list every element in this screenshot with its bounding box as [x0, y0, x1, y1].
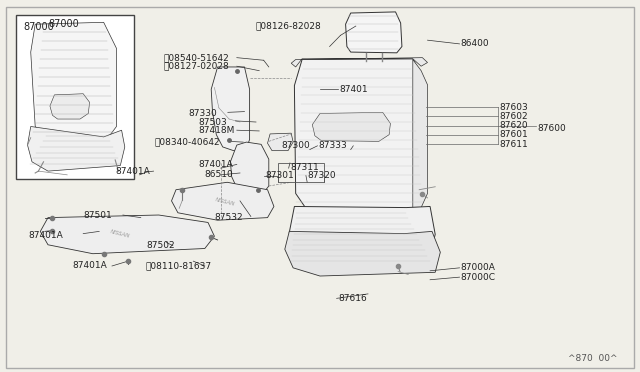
Bar: [278, 163, 324, 182]
Text: 87000: 87000: [48, 19, 79, 29]
Text: 87603: 87603: [499, 103, 528, 112]
Text: 87601: 87601: [499, 130, 528, 139]
Text: 87503: 87503: [198, 118, 227, 126]
Text: 87301: 87301: [266, 171, 294, 180]
Text: 87333: 87333: [319, 141, 348, 150]
Text: 87616: 87616: [338, 294, 367, 303]
Text: Ⓢ08540-51642: Ⓢ08540-51642: [163, 53, 229, 62]
Polygon shape: [289, 206, 435, 269]
Text: 87620: 87620: [499, 121, 528, 130]
Text: 87300: 87300: [282, 141, 310, 150]
Polygon shape: [50, 94, 90, 119]
Text: 87532: 87532: [214, 213, 243, 222]
Polygon shape: [291, 58, 428, 67]
Text: NISSAN: NISSAN: [110, 229, 131, 238]
Polygon shape: [211, 67, 250, 151]
Polygon shape: [312, 112, 390, 141]
Text: NISSAN: NISSAN: [215, 198, 236, 207]
Text: ^870  00^: ^870 00^: [568, 354, 618, 363]
Text: 86400: 86400: [461, 39, 490, 48]
Polygon shape: [172, 182, 274, 220]
Bar: [16, 15, 134, 179]
Text: 87600: 87600: [538, 124, 566, 133]
Text: Ⓑ08110-81637: Ⓑ08110-81637: [146, 262, 212, 270]
Text: 87401A: 87401A: [72, 262, 107, 270]
Text: 87602: 87602: [499, 112, 528, 121]
Text: Ⓢ08340-40642: Ⓢ08340-40642: [155, 138, 221, 147]
Polygon shape: [40, 215, 214, 254]
Text: 87611: 87611: [499, 140, 528, 149]
Polygon shape: [346, 12, 402, 53]
Text: 87502: 87502: [146, 241, 175, 250]
Text: 87330: 87330: [189, 109, 218, 118]
Text: 87401A: 87401A: [29, 231, 63, 240]
Text: 87418M: 87418M: [198, 126, 235, 135]
Text: 87401A: 87401A: [115, 167, 150, 176]
Text: 87311: 87311: [290, 163, 319, 172]
Text: 87401A: 87401A: [198, 160, 233, 169]
Text: 87000C: 87000C: [461, 273, 496, 282]
Text: Ⓑ08127-02028: Ⓑ08127-02028: [163, 62, 229, 71]
Text: 87320: 87320: [307, 171, 336, 180]
Polygon shape: [413, 60, 428, 208]
Polygon shape: [28, 126, 125, 171]
Text: 87501: 87501: [83, 211, 112, 220]
Polygon shape: [294, 59, 426, 209]
Polygon shape: [285, 231, 440, 276]
Text: 87000A: 87000A: [461, 263, 495, 272]
Text: Ⓑ08126-82028: Ⓑ08126-82028: [256, 22, 322, 31]
Text: 87000: 87000: [24, 22, 54, 32]
Polygon shape: [31, 22, 116, 138]
Polygon shape: [268, 133, 293, 151]
Polygon shape: [230, 142, 269, 194]
Text: 86510: 86510: [205, 170, 234, 179]
Text: 87401: 87401: [339, 85, 368, 94]
